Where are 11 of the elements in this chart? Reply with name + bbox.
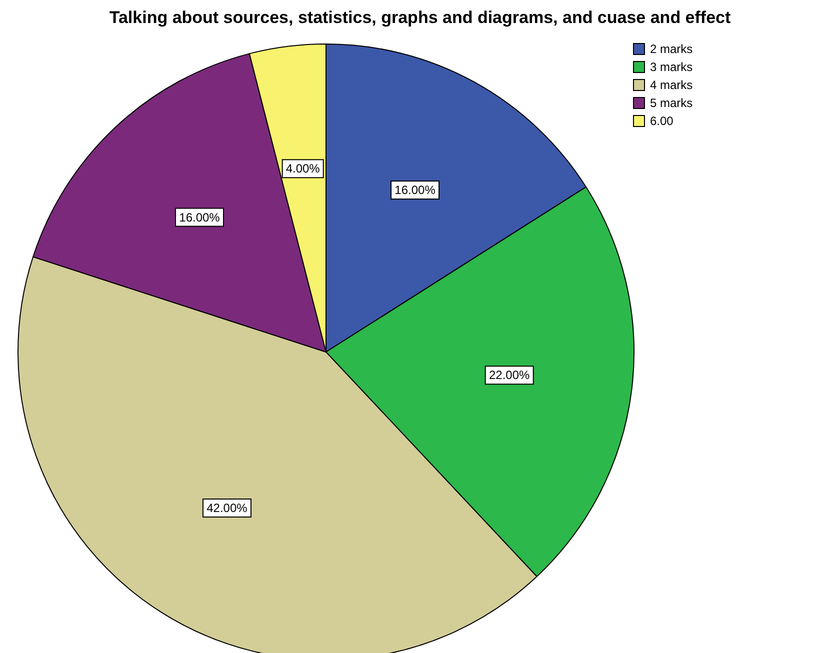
data-label: 16.00% <box>179 210 220 224</box>
legend-label: 5 marks <box>650 96 693 110</box>
data-label: 16.00% <box>394 183 436 198</box>
legend-label: 4 marks <box>650 78 693 92</box>
data-label: 22.00% <box>488 368 530 382</box>
chart-title: Talking about sources, statistics, graphs and diagrams, and cuase and effect <box>108 8 732 28</box>
data-label: 42.00% <box>206 501 248 516</box>
data-label: 4.00% <box>286 162 320 176</box>
legend-label: 6.00 <box>650 114 674 128</box>
legend-label: 3 marks <box>650 60 693 74</box>
legend-label: 2 marks <box>650 42 693 56</box>
